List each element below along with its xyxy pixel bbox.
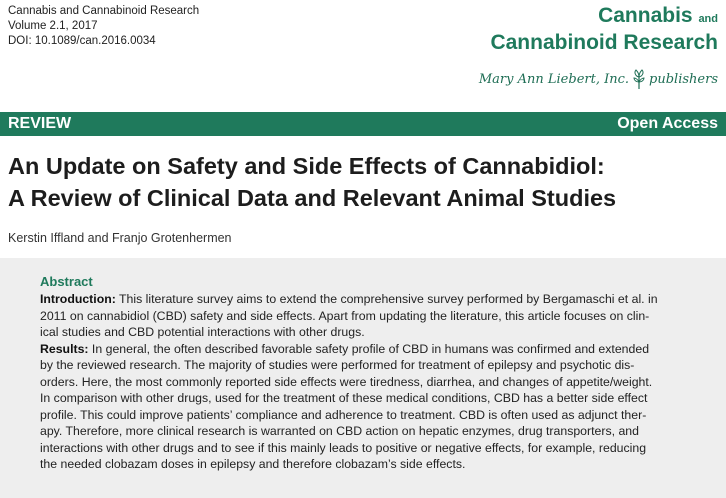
abstract-results-line: apy. Therefore, more clinical research i… (40, 424, 639, 438)
abstract-heading: Abstract (40, 274, 93, 289)
journal-word-cannabinoid-research: Cannabinoid Research (490, 31, 718, 54)
citation-block: Cannabis and Cannabinoid Research Volume… (8, 4, 199, 49)
open-access-label: Open Access (617, 115, 718, 132)
journal-word-and: and (698, 13, 718, 25)
article-type-label: REVIEW (8, 115, 72, 132)
article-authors: Kerstin Iffland and Franjo Grotenhermen (8, 231, 232, 245)
publisher-suffix: publishers (649, 71, 718, 87)
abstract-results-line: orders. Here, the most commonly reported… (40, 374, 653, 389)
publisher-plant-icon (631, 68, 647, 90)
article-title-line-2: A Review of Clinical Data and Relevant A… (8, 185, 617, 211)
article-type-band: REVIEW Open Access (0, 112, 726, 136)
abstract-results-line: In comparison with other drugs, used for… (40, 391, 648, 405)
journal-logo: Cannabis and Cannabinoid Research (490, 4, 718, 55)
abstract-results-line: by the reviewed research. The majority o… (40, 358, 635, 372)
results-text: In general, the often described favorabl… (88, 341, 650, 356)
abstract-intro-line: ical studies and CBD potential interacti… (40, 325, 365, 339)
abstract-body: Introduction: This literature survey aim… (40, 291, 716, 473)
article-title-line-1: An Update on Safety and Side Effects of … (8, 153, 605, 179)
abstract-results-line: interactions with other drugs and to see… (40, 440, 647, 455)
abstract-intro-line: 2011 on cannabidiol (CBD) safety and sid… (40, 308, 650, 323)
citation-journal: Cannabis and Cannabinoid Research (8, 5, 200, 17)
abstract-results-line: the needed clobazam doses in epilepsy an… (40, 457, 466, 471)
intro-text: This literature survey aims to extend th… (115, 292, 658, 306)
citation-volume: Volume 2.1, 2017 (8, 20, 98, 32)
abstract-box: Abstract Introduction: This literature s… (0, 258, 726, 498)
journal-word-cannabis: Cannabis (598, 4, 693, 27)
abstract-results-line: profile. This could improve patients’ co… (40, 407, 647, 422)
abstract-intro-line: Introduction: This literature survey aim… (40, 291, 716, 308)
citation-doi: DOI: 10.1089/can.2016.0034 (8, 35, 156, 47)
publisher-logo: Mary Ann Liebert, Inc. publishers (479, 68, 718, 90)
article-title: An Update on Safety and Side Effects of … (8, 150, 616, 214)
results-label: Results: (40, 341, 89, 356)
intro-label: Introduction: (40, 292, 116, 306)
abstract-results-line: Results: In general, the often described… (40, 341, 716, 358)
publisher-name: Mary Ann Liebert, Inc. (478, 71, 630, 87)
